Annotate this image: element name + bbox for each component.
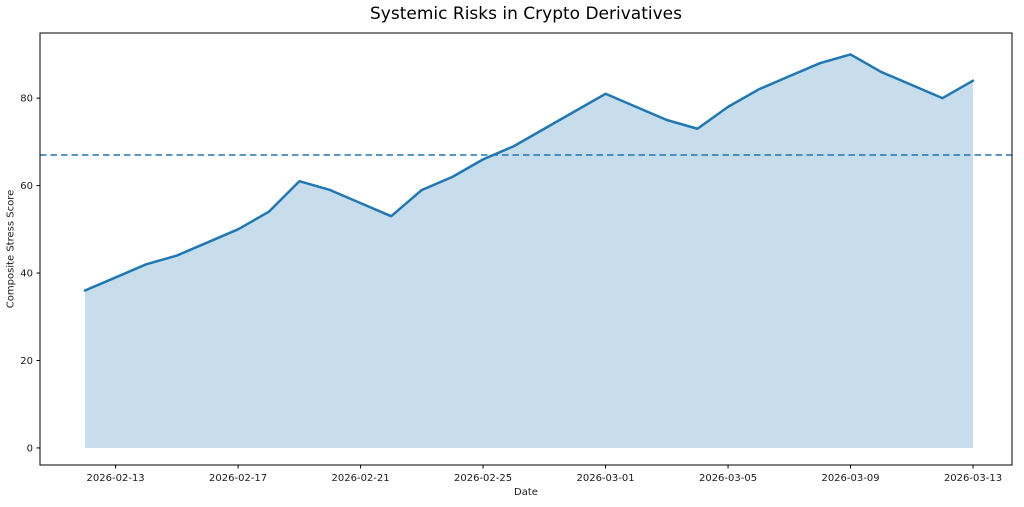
- chart-title: Systemic Risks in Crypto Derivatives: [370, 4, 682, 24]
- x-tick-label: 2026-03-13: [944, 473, 1002, 484]
- x-tick-label: 2026-02-25: [454, 473, 512, 484]
- y-tick-label: 40: [20, 269, 33, 280]
- x-tick-label: 2026-02-13: [87, 473, 145, 484]
- plot-border: [39, 32, 1013, 466]
- x-axis-label: Date: [514, 487, 538, 498]
- y-tick-label: 0: [27, 443, 33, 454]
- x-tick-label: 2026-02-17: [209, 473, 267, 484]
- x-tick-label: 2026-03-01: [576, 473, 634, 484]
- y-tick-label: 20: [20, 356, 33, 367]
- x-tick-label: 2026-03-09: [821, 473, 879, 484]
- x-tick-label: 2026-03-05: [699, 473, 757, 484]
- series-line: [83, 53, 975, 292]
- x-tick-label: 2026-02-21: [332, 473, 390, 484]
- series-area-fill: [85, 54, 973, 448]
- y-tick-label: 60: [20, 181, 33, 192]
- y-tick-label: 80: [20, 94, 33, 105]
